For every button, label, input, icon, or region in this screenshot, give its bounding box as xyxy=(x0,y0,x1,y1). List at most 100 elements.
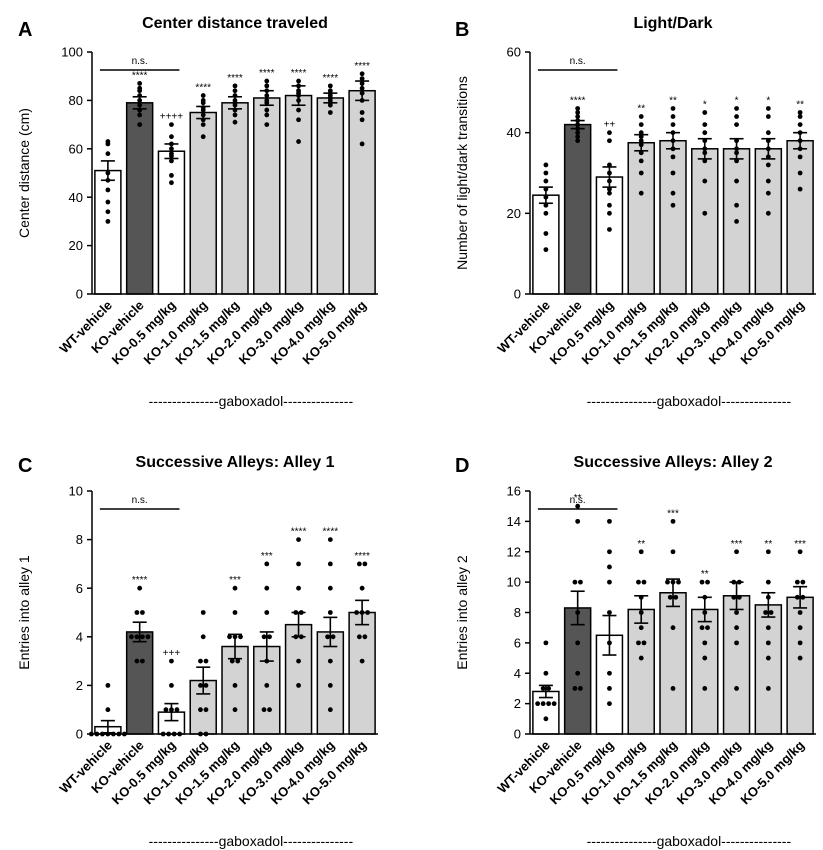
bar xyxy=(786,139,814,295)
data-point xyxy=(540,701,546,707)
bar xyxy=(595,176,624,295)
y-tick-label: 4 xyxy=(76,629,83,644)
data-point xyxy=(235,658,241,664)
data-point xyxy=(607,670,612,676)
y-tick-label: 6 xyxy=(76,581,83,596)
data-point xyxy=(578,579,583,585)
data-point xyxy=(765,549,771,555)
data-point xyxy=(203,683,209,688)
data-point xyxy=(330,634,336,640)
data-point xyxy=(670,170,676,176)
data-point xyxy=(670,686,676,691)
data-point xyxy=(203,658,209,664)
data-point xyxy=(734,686,739,691)
data-point xyxy=(797,655,803,661)
data-point xyxy=(734,640,739,646)
data-point xyxy=(264,107,270,113)
data-point xyxy=(327,658,333,664)
data-point xyxy=(636,640,641,646)
data-point xyxy=(607,549,612,555)
data-point xyxy=(670,190,676,196)
data-point xyxy=(232,683,238,688)
y-tick-label: 80 xyxy=(69,93,83,108)
data-point xyxy=(734,114,739,119)
bar xyxy=(786,596,814,735)
y-tick-label: 60 xyxy=(507,45,521,60)
data-point xyxy=(768,610,774,615)
data-point xyxy=(638,158,644,164)
bar xyxy=(284,94,313,295)
data-point xyxy=(638,122,644,127)
ns-label: n.s. xyxy=(570,495,586,506)
bar xyxy=(348,89,376,295)
y-tick-label: 20 xyxy=(507,206,521,221)
significance-annotation: *** xyxy=(261,551,273,562)
y-axis-label: Entries into alley 1 xyxy=(16,555,32,670)
significance-annotation: **** xyxy=(132,70,148,81)
y-tick-label: 6 xyxy=(514,635,521,650)
data-point xyxy=(607,579,612,585)
y-tick-label: 8 xyxy=(514,605,521,620)
y-axis-label: Entries into alley 2 xyxy=(454,555,470,670)
data-point xyxy=(238,634,243,640)
data-point xyxy=(359,110,365,115)
data-point xyxy=(267,634,272,640)
data-point xyxy=(105,209,111,215)
data-point xyxy=(200,100,206,106)
data-point xyxy=(607,564,612,570)
data-point xyxy=(763,610,768,615)
data-point xyxy=(667,594,673,600)
data-point xyxy=(327,610,333,615)
chart-title: Light/Dark xyxy=(633,15,712,32)
data-point xyxy=(296,117,301,123)
data-point xyxy=(765,210,771,216)
data-point xyxy=(797,114,803,119)
bar xyxy=(189,111,217,295)
data-point xyxy=(264,683,270,688)
data-point xyxy=(765,625,771,631)
data-point xyxy=(607,686,612,691)
data-point xyxy=(731,594,737,600)
bar xyxy=(532,194,560,295)
data-point xyxy=(232,585,238,591)
data-point xyxy=(702,110,708,115)
data-point xyxy=(540,686,546,691)
data-point xyxy=(365,610,371,615)
data-point xyxy=(702,130,708,136)
data-point xyxy=(163,707,169,713)
significance-annotation: **** xyxy=(323,73,339,84)
significance-annotation: *** xyxy=(667,508,679,519)
data-point xyxy=(665,579,670,585)
data-point xyxy=(797,122,803,127)
data-point xyxy=(169,658,174,664)
data-point xyxy=(354,610,360,615)
data-point xyxy=(232,83,238,89)
significance-annotation: **** xyxy=(354,61,370,72)
data-point xyxy=(575,640,581,646)
data-point xyxy=(702,686,708,691)
data-point xyxy=(638,170,644,176)
data-point xyxy=(797,186,803,192)
bar xyxy=(722,595,751,735)
ns-label: n.s. xyxy=(570,56,586,67)
group-label: ---------------gaboxadol--------------- xyxy=(149,393,354,409)
data-point xyxy=(134,610,140,615)
data-point xyxy=(232,112,238,118)
data-point xyxy=(797,640,803,646)
chart-panel-c: C Successive Alleys: Alley 1 Entries into … xyxy=(16,454,378,849)
data-point xyxy=(296,537,301,542)
data-point xyxy=(232,119,238,125)
data-point xyxy=(734,549,739,555)
data-point xyxy=(551,701,557,707)
y-tick-label: 0 xyxy=(76,727,83,742)
data-point xyxy=(546,701,552,707)
bar xyxy=(659,139,687,295)
data-point xyxy=(200,134,206,140)
data-point xyxy=(105,187,111,193)
y-tick-label: 2 xyxy=(514,696,521,711)
data-point xyxy=(169,683,174,688)
data-point xyxy=(200,93,206,98)
bar xyxy=(221,102,249,295)
data-point xyxy=(169,122,174,127)
data-point xyxy=(169,173,174,178)
